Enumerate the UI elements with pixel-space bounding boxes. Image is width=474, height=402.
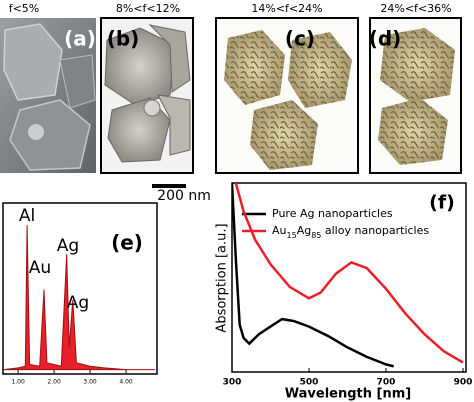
legend-label: Au15Ag85 alloy nanoparticles: [272, 224, 429, 240]
x-tick-label: 300: [223, 378, 242, 388]
x-tick-label: 900: [454, 378, 473, 388]
sem-image: [0, 18, 96, 173]
peak-label: Ag: [57, 236, 79, 256]
x-tick-label: 2.00: [47, 379, 61, 386]
x-axis-label: Wavelength [nm]: [285, 387, 411, 402]
panel-label: (a): [64, 27, 96, 51]
peak-label: Au: [29, 258, 51, 278]
panel-label: (b): [107, 27, 140, 51]
sem-image: [369, 17, 462, 174]
x-tick-label: 4.00: [119, 379, 133, 386]
panel-label: (d): [369, 27, 402, 51]
data-line: [234, 183, 464, 364]
x-tick-label: 700: [377, 378, 396, 388]
scale-bar: [152, 184, 186, 188]
plot-frame: [231, 182, 467, 373]
x-tick-label: 500: [300, 378, 319, 388]
panel-label: (c): [285, 27, 315, 51]
spectrum-area: [3, 225, 155, 371]
sem-image: [100, 17, 194, 174]
y-axis-label: Absorption [a.u.]: [215, 223, 230, 332]
peak-label: Ag: [67, 293, 89, 313]
panel-caption: 14%<f<24%: [251, 2, 322, 15]
peak-label: Al: [19, 206, 35, 226]
panel-caption: f<5%: [9, 2, 40, 15]
sem-image: [215, 17, 359, 174]
scale-bar-label: 200 nm: [157, 188, 211, 204]
panel-caption: 8%<f<12%: [116, 2, 180, 15]
panel-label: (e): [111, 231, 143, 255]
x-tick-label: 3.00: [83, 379, 97, 386]
panel-label: (f): [429, 192, 455, 214]
legend-label: Pure Ag nanoparticles: [272, 207, 393, 220]
x-tick-label: 1.00: [11, 379, 25, 386]
panel-caption: 24%<f<36%: [380, 2, 451, 15]
data-line: [232, 183, 394, 368]
